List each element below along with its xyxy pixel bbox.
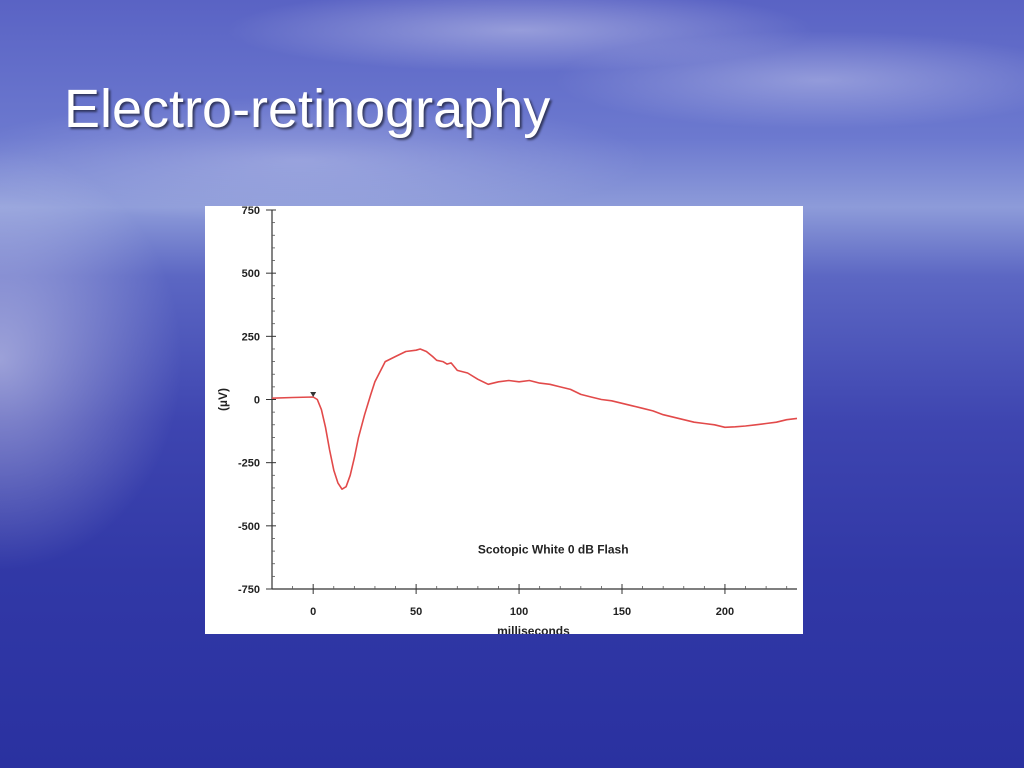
x-tick-label: 100 xyxy=(510,606,528,618)
y-tick-label: 500 xyxy=(242,268,260,280)
slide-title: Electro-retinography xyxy=(64,79,551,139)
chart-axes xyxy=(271,210,797,590)
x-tick-label: 200 xyxy=(716,606,734,618)
x-tick-label: 150 xyxy=(613,606,631,618)
erg-chart: 750 500 250 0 -250 -500 -750 0 50 100 150 200 Scoto… xyxy=(205,206,803,634)
y-tick-label: -500 xyxy=(238,521,260,533)
x-tick-label: 50 xyxy=(410,606,422,618)
chart-ticks: 750 500 250 0 -250 -500 -750 0 50 100 150 200 xyxy=(238,206,788,618)
y-tick-label: -250 xyxy=(238,458,260,470)
x-tick-label: 0 xyxy=(310,606,316,618)
stimulus-marker xyxy=(310,391,317,397)
y-tick-label: 0 xyxy=(254,395,260,407)
y-axis-label: (µV) xyxy=(216,388,230,411)
chart-annotation: Scotopic White 0 dB Flash xyxy=(478,543,629,557)
y-tick-label: 750 xyxy=(242,206,260,217)
erg-trace-line xyxy=(271,348,798,490)
y-tick-label: 250 xyxy=(242,331,260,343)
y-tick-label: -750 xyxy=(238,584,260,596)
chart-series xyxy=(271,348,798,490)
chart-svg: 750 500 250 0 -250 -500 -750 0 50 100 150 200 Scoto… xyxy=(216,206,798,634)
x-axis-label: milliseconds xyxy=(497,624,570,634)
